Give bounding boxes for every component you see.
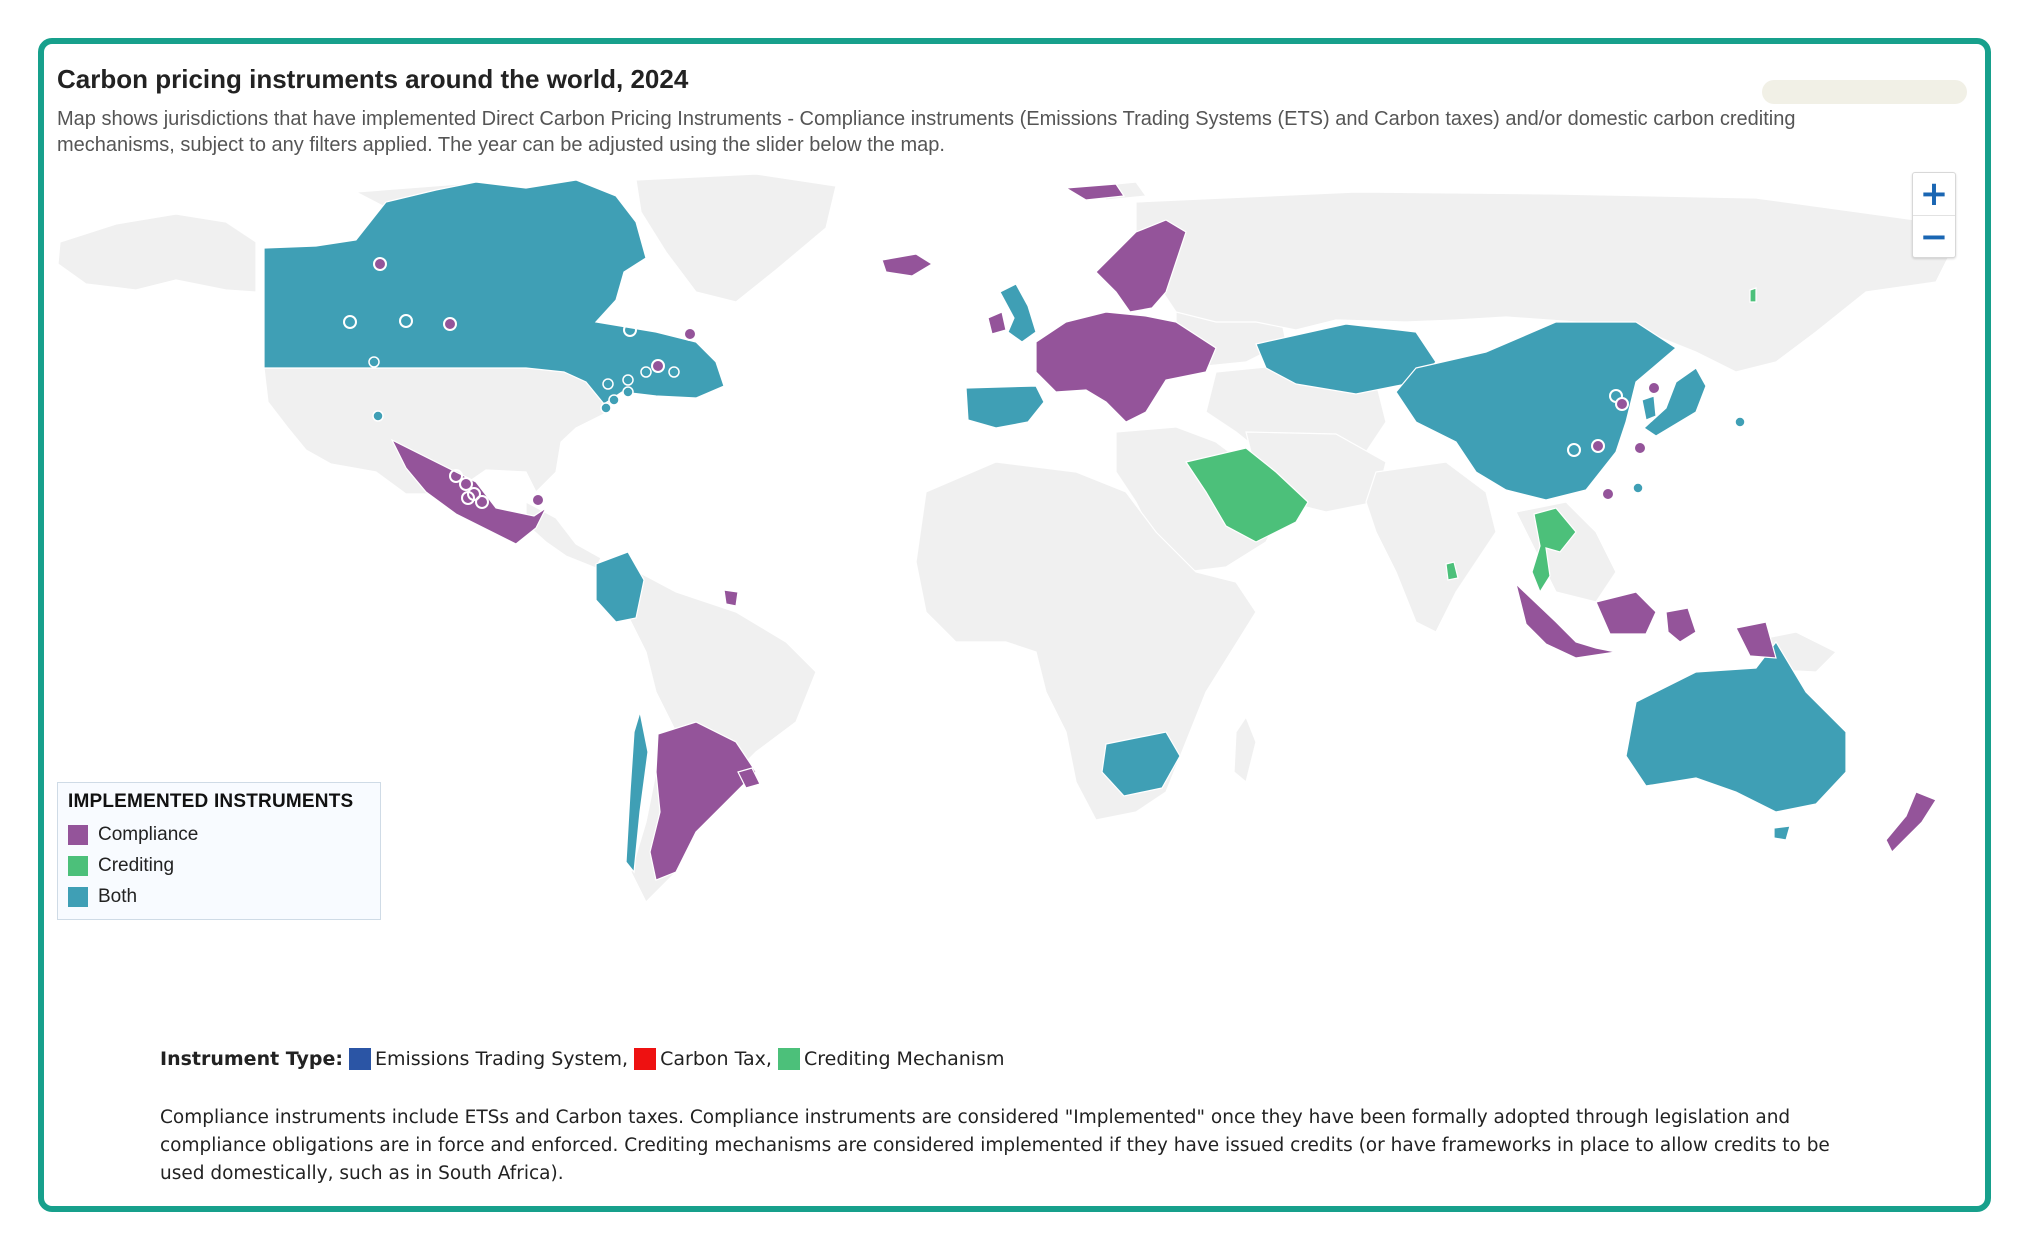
- country-iceland: [881, 253, 934, 277]
- land-alaska: [57, 213, 257, 293]
- country-greenland-coast: [1064, 183, 1126, 201]
- layer-crediting: [1185, 287, 1757, 594]
- land-central-america: [525, 501, 602, 569]
- country-sakhalin: [1749, 287, 1757, 303]
- legend-title: IMPLEMENTED INSTRUMENTS: [68, 791, 354, 812]
- legend-label: Compliance: [98, 823, 199, 845]
- marker-both: [622, 374, 634, 386]
- legend-item-both: Both: [68, 881, 370, 912]
- country-eu: [1035, 311, 1217, 423]
- country-chile: [625, 711, 649, 874]
- world-map[interactable]: [56, 172, 1961, 932]
- country-china: [1395, 321, 1678, 501]
- marker-outline: [449, 469, 463, 483]
- country-uruguay: [737, 767, 761, 789]
- marker-compliance: [1591, 439, 1605, 453]
- country-borneo: [1595, 591, 1657, 635]
- country-new-zealand: [1885, 791, 1937, 854]
- marker-outline: [461, 491, 475, 505]
- country-tasmania: [1773, 825, 1791, 841]
- land-masses: [57, 173, 1957, 904]
- zoom-controls: + −: [1912, 172, 1956, 258]
- country-japan: [1643, 367, 1707, 437]
- marker-compliance: [1615, 397, 1629, 411]
- carbon-tax-swatch: [634, 1048, 657, 1070]
- land-india: [1365, 461, 1497, 633]
- marker-outline: [343, 315, 357, 329]
- marker-both: [1632, 482, 1644, 494]
- crediting-mechanism-swatch: [777, 1048, 800, 1070]
- marker-both: [608, 394, 620, 406]
- land-madagascar: [1233, 715, 1257, 784]
- legend-item-compliance: Compliance: [68, 819, 370, 850]
- marker-outline: [459, 477, 473, 491]
- marker-compliance: [373, 257, 387, 271]
- country-argentina: [649, 721, 757, 881]
- subnational-markers: [343, 257, 1746, 509]
- country-saudi-arabia: [1185, 447, 1309, 543]
- legend-swatch: [68, 855, 88, 876]
- marker-both: [668, 366, 680, 378]
- map-description: Map shows jurisdictions that have implem…: [57, 108, 1796, 156]
- country-thailand: [1531, 507, 1577, 594]
- country-scandinavia: [1095, 219, 1187, 313]
- country-korea: [1641, 395, 1657, 421]
- instrument-type-label: Instrument Type:: [160, 1048, 343, 1070]
- marker-outline: [475, 495, 489, 509]
- country-south-africa: [1101, 731, 1181, 797]
- marker-compliance: [531, 493, 545, 507]
- marker-both: [600, 402, 612, 414]
- page-title: Carbon pricing instruments around the wo…: [57, 64, 689, 94]
- country-indonesia: [1514, 582, 1617, 659]
- marker-both: [602, 378, 614, 390]
- ets-label: Emissions Trading System,: [374, 1048, 629, 1070]
- footnote: Compliance instruments include ETSs and …: [160, 1107, 1830, 1184]
- marker-both: [372, 410, 384, 422]
- carbon-tax-label: Carbon Tax,: [660, 1048, 772, 1070]
- zoom-in-button[interactable]: +: [1913, 173, 1955, 215]
- marker-outline: [623, 323, 637, 337]
- land-greenland: [635, 173, 837, 303]
- marker-compliance: [651, 359, 665, 373]
- marker-compliance: [1647, 381, 1661, 395]
- marker-outline: [1617, 465, 1631, 479]
- land-africa: [915, 461, 1257, 821]
- country-ireland: [987, 311, 1007, 335]
- marker-both: [1734, 416, 1746, 428]
- blurred-control: [1762, 80, 1967, 104]
- instrument-type-key: Instrument Type: Emissions Trading Syste…: [160, 1048, 1005, 1070]
- country-australia: [1625, 640, 1847, 813]
- legend-swatch: [68, 824, 88, 845]
- legend-label: Both: [98, 885, 138, 907]
- marker-outline: [399, 314, 413, 328]
- layer-both: [263, 179, 1847, 874]
- zoom-out-button[interactable]: −: [1913, 215, 1955, 257]
- marker-compliance: [443, 317, 457, 331]
- marker-both: [640, 366, 652, 378]
- legend-swatch: [68, 886, 88, 907]
- country-sulawesi: [1665, 607, 1697, 643]
- layer-compliance: [390, 183, 1937, 881]
- legend-label: Crediting: [98, 854, 175, 876]
- marker-outline: [1567, 443, 1581, 457]
- marker-both: [622, 386, 634, 398]
- land-south-america: [615, 558, 817, 904]
- country-french-guiana: [723, 589, 739, 607]
- country-papua-west: [1735, 621, 1777, 659]
- marker-compliance: [1601, 487, 1615, 501]
- marker-compliance: [1633, 441, 1647, 455]
- country-colombia: [595, 551, 645, 623]
- legend-item-crediting: Crediting: [68, 850, 370, 881]
- country-uk: [999, 283, 1037, 343]
- crediting-mechanism-label: Crediting Mechanism: [803, 1048, 1005, 1070]
- ets-swatch: [348, 1048, 371, 1070]
- country-sri-lanka: [1445, 561, 1459, 581]
- land-southeast-asia: [1515, 501, 1617, 603]
- country-spain-portugal: [965, 385, 1045, 429]
- map-legend: IMPLEMENTED INSTRUMENTS Compliance Credi…: [57, 782, 381, 920]
- marker-both: [368, 356, 380, 368]
- marker-compliance: [683, 327, 697, 341]
- country-canada: [263, 179, 725, 405]
